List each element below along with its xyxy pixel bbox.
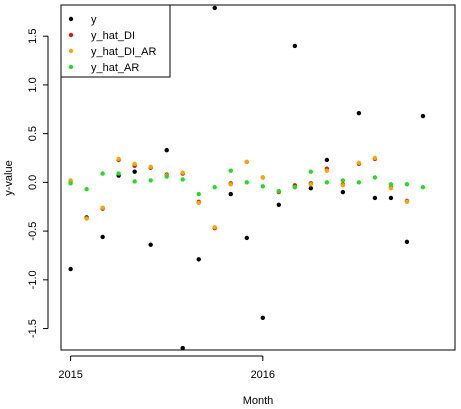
point-y (292, 43, 298, 49)
y-axis-title: y-value (3, 160, 15, 195)
point-y-hat-DI-AR (116, 156, 121, 162)
point-y (244, 235, 249, 241)
point-y-hat-DI-AR (308, 182, 314, 187)
point-y-hat-DI-AR (228, 182, 233, 187)
point-y-hat-AR (420, 185, 426, 190)
point-y-hat-AR (228, 168, 233, 173)
y-tick-label: -0.5 (27, 222, 39, 241)
point-y-hat-AR (404, 182, 410, 187)
point-y-hat-DI-AR (372, 155, 378, 161)
legend-box (60, 4, 171, 78)
y-tick-label: -1.5 (27, 319, 39, 338)
point-y-hat-AR (212, 185, 217, 190)
point-y-hat-DI-AR (244, 159, 249, 165)
point-y-hat-AR (308, 169, 314, 174)
point-y (212, 5, 217, 11)
point-y-hat-AR (164, 174, 169, 179)
point-y (100, 234, 105, 240)
x-axis: 2015 2016 (58, 355, 275, 381)
point-y (260, 315, 266, 321)
point-y-hat-AR (148, 178, 153, 183)
legend-label: y_hat_AR (91, 62, 139, 74)
point-y-hat-DI-AR (132, 161, 137, 167)
y-tick-label: 1.0 (27, 77, 39, 92)
point-y-hat-DI-AR (196, 200, 201, 206)
point-y-hat-AR (84, 186, 89, 192)
point-y-hat-DI-AR (148, 164, 153, 169)
point-y-hat-DI-AR (388, 186, 394, 191)
point-y-hat-DI-AR (340, 183, 346, 188)
data-points (68, 5, 426, 351)
legend-marker (68, 32, 74, 38)
legend-marker (68, 48, 74, 54)
point-y (68, 266, 73, 272)
legend-label: y (91, 14, 97, 26)
x-tick-label: 2015 (58, 369, 82, 381)
point-y-hat-AR (116, 171, 121, 176)
point-y-hat-AR (372, 175, 378, 180)
point-y (356, 110, 362, 116)
point-y-hat-AR (356, 180, 362, 185)
point-y-hat-DI-AR (100, 205, 105, 210)
plot-frame (60, 4, 456, 351)
point-y-hat-AR (244, 180, 249, 185)
y-tick-label: 1.5 (27, 29, 39, 44)
point-y (164, 148, 169, 153)
point-y-hat-AR (260, 184, 266, 189)
legend-label: y_hat_DI (91, 30, 135, 42)
point-y-hat-AR (324, 180, 330, 185)
point-y-hat-DI-AR (180, 170, 185, 175)
y-axis: -1.5 -1.0 -0.5 0.0 0.5 1.0 1.5 (27, 29, 49, 338)
point-y (340, 189, 346, 195)
point-y-hat-DI-AR (84, 216, 89, 221)
point-y (372, 195, 378, 201)
legend-label: y_hat_DI_AR (91, 46, 156, 58)
legend-marker (68, 64, 74, 70)
point-y-hat-AR (68, 181, 73, 186)
legend-marker (68, 16, 74, 22)
point-y-hat-DI-AR (404, 199, 410, 205)
point-y (308, 186, 314, 191)
point-y-hat-AR (340, 178, 346, 183)
point-y-hat-AR (180, 177, 185, 182)
point-y (196, 257, 201, 262)
point-y (324, 157, 330, 163)
y-tick-label: -1.0 (27, 270, 39, 289)
point-y-hat-DI-AR (260, 175, 266, 180)
point-y (180, 345, 185, 351)
point-y-hat-AR (132, 179, 137, 184)
point-y-hat-DI-AR (356, 160, 362, 166)
point-y (132, 169, 137, 174)
point-y (404, 239, 410, 245)
point-y (276, 202, 282, 207)
point-y-hat-AR (196, 191, 201, 197)
x-axis-title: Month (243, 395, 274, 407)
point-y-hat-AR (100, 171, 105, 176)
point-y (148, 242, 153, 247)
point-y-hat-AR (292, 185, 298, 190)
legend: y y_hat_DI y_hat_DI_AR y_hat_AR (60, 4, 171, 78)
point-y-hat-DI-AR (324, 168, 330, 173)
y-tick-label: 0.0 (27, 175, 39, 190)
point-y-hat-DI-AR (212, 225, 217, 230)
point-y (420, 113, 426, 119)
point-y-hat-AR (276, 188, 282, 194)
point-y (228, 191, 233, 197)
point-y-hat-AR (388, 182, 394, 187)
point-y (388, 195, 394, 201)
x-tick-label: 2016 (251, 369, 275, 381)
y-tick-label: 0.5 (27, 126, 39, 141)
